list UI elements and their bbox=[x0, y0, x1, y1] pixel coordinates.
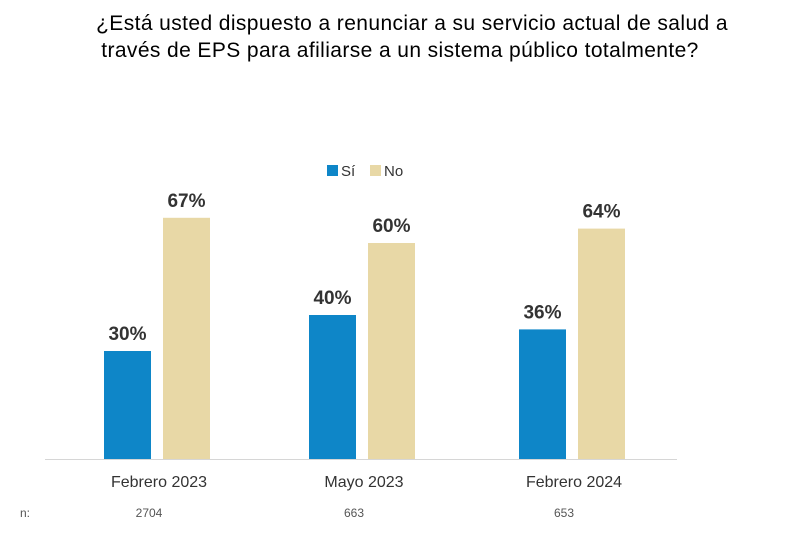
data-label-si-1: 30% bbox=[108, 324, 146, 345]
bar-no-3 bbox=[578, 228, 625, 459]
n-value-3: 653 bbox=[554, 506, 574, 520]
bar-si-3 bbox=[519, 329, 566, 459]
legend-label-si: Sí bbox=[341, 163, 356, 180]
bar-no-2 bbox=[368, 243, 415, 459]
n-label: n: bbox=[20, 506, 30, 520]
bar-si-1 bbox=[104, 351, 151, 459]
data-label-no-1: 67% bbox=[167, 191, 205, 212]
bar-si-2 bbox=[309, 315, 356, 459]
category-label-1: Febrero 2023 bbox=[111, 474, 207, 491]
data-label-no-3: 64% bbox=[582, 202, 620, 223]
chart-title-line-2: través de EPS para afiliarse a un sistem… bbox=[101, 39, 699, 62]
bar-no-1 bbox=[163, 217, 210, 459]
chart-title-line-1: ¿Está usted dispuesto a renunciar a su s… bbox=[96, 12, 728, 35]
category-label-2: Mayo 2023 bbox=[324, 474, 403, 491]
legend-swatch-no bbox=[370, 165, 381, 176]
category-label-3: Febrero 2024 bbox=[526, 474, 622, 491]
data-label-no-2: 60% bbox=[372, 216, 410, 237]
legend-swatch-si bbox=[327, 165, 338, 176]
n-value-1: 2704 bbox=[136, 506, 163, 520]
chart-title: ¿Está usted dispuesto a renunciar a su s… bbox=[0, 10, 800, 64]
data-label-si-3: 36% bbox=[523, 302, 561, 323]
legend-label-no: No bbox=[384, 163, 403, 180]
data-label-si-2: 40% bbox=[313, 288, 351, 309]
n-value-2: 663 bbox=[344, 506, 364, 520]
